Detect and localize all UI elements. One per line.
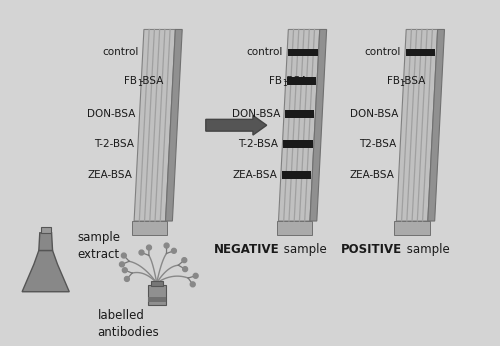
FancyArrow shape (206, 116, 266, 135)
Text: control: control (247, 47, 283, 57)
Polygon shape (310, 29, 326, 221)
Bar (151, 281, 162, 286)
Polygon shape (39, 233, 52, 251)
Circle shape (193, 273, 198, 278)
Text: -BSA: -BSA (284, 76, 308, 86)
Polygon shape (132, 221, 168, 235)
Polygon shape (22, 251, 70, 292)
Circle shape (190, 282, 195, 287)
Text: sample: sample (280, 243, 327, 256)
Polygon shape (282, 171, 312, 179)
Text: FB: FB (268, 76, 281, 86)
Polygon shape (278, 29, 320, 221)
Circle shape (182, 267, 188, 272)
Polygon shape (284, 140, 313, 148)
Text: DON-BSA: DON-BSA (232, 109, 280, 119)
Bar (148, 297, 166, 302)
Polygon shape (406, 48, 436, 56)
Text: 1: 1 (400, 79, 404, 88)
Text: 1: 1 (138, 79, 142, 88)
Text: sample
extract: sample extract (77, 230, 120, 261)
Polygon shape (276, 221, 312, 235)
Text: -BSA: -BSA (140, 76, 164, 86)
Text: 1: 1 (282, 79, 286, 88)
Text: FB: FB (386, 76, 400, 86)
Circle shape (164, 243, 169, 248)
Text: FB: FB (124, 76, 138, 86)
Text: control: control (102, 47, 139, 57)
Text: T2-BSA: T2-BSA (359, 139, 397, 149)
Text: control: control (364, 47, 401, 57)
Circle shape (182, 258, 187, 263)
Text: ZEA-BSA: ZEA-BSA (232, 170, 277, 180)
Text: DON-BSA: DON-BSA (88, 109, 136, 119)
Circle shape (122, 253, 126, 258)
Text: NEGATIVE: NEGATIVE (214, 243, 280, 256)
Polygon shape (428, 29, 444, 221)
Polygon shape (134, 29, 175, 221)
Polygon shape (394, 221, 430, 235)
Circle shape (146, 245, 152, 250)
Polygon shape (286, 77, 316, 85)
Circle shape (124, 276, 130, 281)
Text: T-2-BSA: T-2-BSA (94, 139, 134, 149)
Text: POSITIVE: POSITIVE (341, 243, 402, 256)
Polygon shape (396, 29, 438, 221)
Polygon shape (166, 29, 182, 221)
Text: T-2-BSA: T-2-BSA (238, 139, 279, 149)
Circle shape (122, 268, 128, 273)
Text: -BSA: -BSA (402, 76, 426, 86)
Text: ZEA-BSA: ZEA-BSA (88, 170, 132, 180)
Text: DON-BSA: DON-BSA (350, 109, 398, 119)
Polygon shape (288, 48, 318, 56)
Circle shape (139, 250, 144, 255)
Circle shape (172, 248, 176, 253)
Circle shape (120, 262, 124, 267)
Bar (41, 227, 50, 233)
Text: sample: sample (403, 243, 450, 256)
Polygon shape (285, 110, 314, 118)
Bar (148, 285, 166, 304)
Text: ZEA-BSA: ZEA-BSA (350, 170, 395, 180)
Text: labelled
antibodies: labelled antibodies (98, 309, 160, 339)
